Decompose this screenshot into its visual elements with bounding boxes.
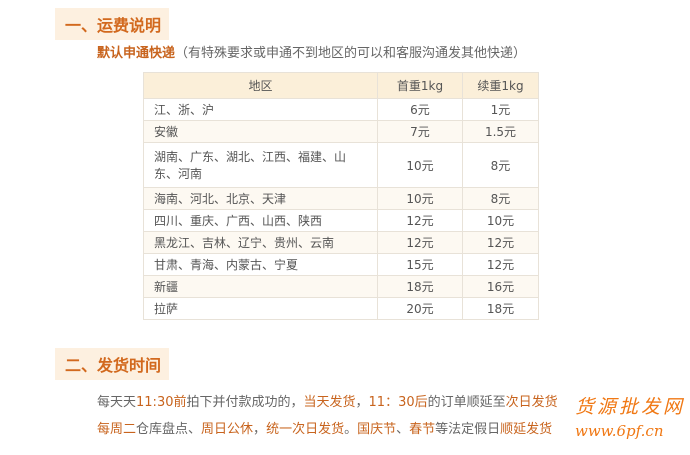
first-weight-cell: 7元 [377, 120, 463, 143]
extra-weight-cell: 1元 [462, 98, 539, 121]
first-weight-cell: 18元 [377, 275, 463, 298]
region-cell: 四川、重庆、广西、山西、陕西 [143, 209, 378, 232]
section-title-shipping-fee: 一、运费说明 [55, 8, 170, 40]
delivery-line-1: 每天天11:30前拍下并付款成功的，当天发货，11：30后的订单顺延至次日发货 [97, 391, 558, 410]
section-title-delivery-time: 二、发货时间 [55, 348, 170, 380]
text-segment: 每天天 [97, 395, 137, 410]
text-segment: ， [253, 422, 267, 437]
extra-weight-cell: 16元 [462, 275, 539, 298]
text-segment: 拍下并付款成功的， [186, 395, 304, 410]
region-cell: 甘肃、青海、内蒙古、宁夏 [143, 253, 378, 276]
header-extra-weight: 续重1kg [462, 72, 539, 99]
first-weight-cell: 20元 [377, 297, 463, 320]
table-row: 江、浙、沪 6元 1元 [143, 98, 539, 121]
extra-weight-cell: 12元 [462, 253, 539, 276]
table-row: 新疆 18元 16元 [143, 275, 539, 298]
highlight-text: 春节 [409, 422, 436, 437]
table-row: 四川、重庆、广西、山西、陕西 12元 10元 [143, 209, 539, 232]
highlight-text: 国庆节 [357, 422, 397, 437]
region-cell: 江、浙、沪 [143, 98, 378, 121]
region-cell: 黑龙江、吉林、辽宁、贵州、云南 [143, 231, 378, 254]
shipping-fee-table: 地区 首重1kg 续重1kg 江、浙、沪 6元 1元 安徽 7元 1.5元 湖南、广东、湖北… [143, 72, 539, 320]
text-segment: 仓库盘点、 [136, 422, 202, 437]
first-weight-cell: 10元 [377, 187, 463, 210]
first-weight-cell: 6元 [377, 98, 463, 121]
highlight-text: 每周二 [97, 422, 137, 437]
highlight-text: 次日发货 [505, 395, 558, 410]
text-segment: 的订单顺延至 [427, 395, 506, 410]
region-cell: 湖南、广东、湖北、江西、福建、山东、河南 [143, 142, 378, 188]
header-region: 地区 [143, 72, 378, 99]
first-weight-cell: 15元 [377, 253, 463, 276]
extra-weight-cell: 8元 [462, 142, 539, 188]
extra-weight-cell: 12元 [462, 231, 539, 254]
watermark-logo: 货源批发网 [575, 396, 686, 418]
region-cell: 海南、河北、北京、天津 [143, 187, 378, 210]
text-segment: ， [355, 395, 369, 410]
extra-weight-cell: 10元 [462, 209, 539, 232]
highlight-text: 当天发货 [303, 395, 356, 410]
highlight-text: 11：30后 [368, 395, 428, 410]
extra-weight-cell: 1.5元 [462, 120, 539, 143]
highlight-text: 顺延发货 [500, 422, 553, 437]
courier-note-text: （有特殊要求或申通不到地区的可以和客服沟通发其他快递） [175, 46, 527, 61]
highlight-text: 统一次日发货 [266, 422, 345, 437]
watermark-url: www.6pf.cn [575, 422, 664, 440]
first-weight-cell: 12元 [377, 209, 463, 232]
text-segment: 等法定假日 [435, 422, 501, 437]
highlight-text: 11:30前 [136, 395, 187, 410]
table-row: 拉萨 20元 18元 [143, 297, 539, 320]
table-row: 黑龙江、吉林、辽宁、贵州、云南 12元 12元 [143, 231, 539, 254]
highlight-text: 周日公休 [201, 422, 254, 437]
first-weight-cell: 10元 [377, 142, 463, 188]
text-segment: 。 [344, 422, 358, 437]
text-segment: 、 [396, 422, 410, 437]
region-cell: 安徽 [143, 120, 378, 143]
first-weight-cell: 12元 [377, 231, 463, 254]
table-row: 安徽 7元 1.5元 [143, 120, 539, 143]
courier-note: 默认申通快递（有特殊要求或申通不到地区的可以和客服沟通发其他快递） [97, 42, 526, 61]
header-first-weight: 首重1kg [377, 72, 463, 99]
table-row: 湖南、广东、湖北、江西、福建、山东、河南 10元 8元 [143, 142, 539, 188]
region-cell: 拉萨 [143, 297, 378, 320]
default-courier: 默认申通快递 [97, 46, 176, 61]
delivery-line-2: 每周二仓库盘点、周日公休，统一次日发货。国庆节、春节等法定假日顺延发货 [97, 418, 552, 437]
table-row: 甘肃、青海、内蒙古、宁夏 15元 12元 [143, 253, 539, 276]
extra-weight-cell: 18元 [462, 297, 539, 320]
region-cell: 新疆 [143, 275, 378, 298]
table-row: 海南、河北、北京、天津 10元 8元 [143, 187, 539, 210]
extra-weight-cell: 8元 [462, 187, 539, 210]
